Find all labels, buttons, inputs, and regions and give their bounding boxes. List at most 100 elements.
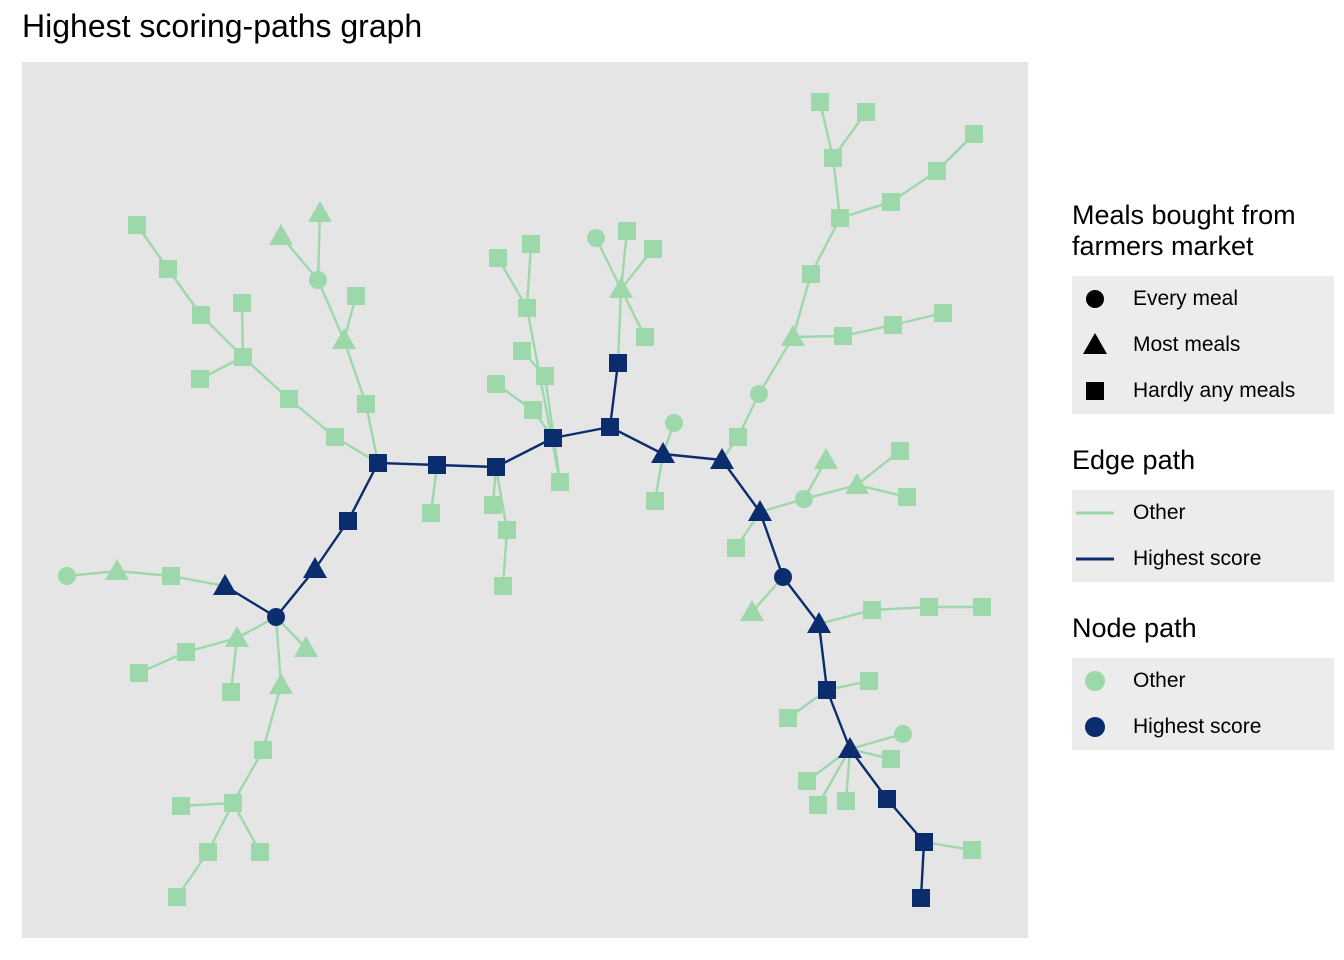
node-most-meals-other: [269, 224, 293, 245]
edge-other: [501, 528, 509, 588]
node-hardly-any-meals-other: [518, 299, 536, 317]
node-hardly-any-meals-other: [860, 672, 878, 690]
legend-item-hardly-any-meals: Hardly any meals: [1072, 368, 1334, 414]
node-every-meal-highest: [774, 568, 792, 586]
node-hardly-any-meals-other: [357, 395, 375, 413]
node-hardly-any-meals-other: [798, 772, 816, 790]
node-hardly-any-meals-highest: [818, 681, 836, 699]
node-most-meals-highest: [303, 557, 327, 578]
node-hardly-any-meals-other: [199, 843, 217, 861]
node-hardly-any-meals-other: [831, 209, 849, 227]
dot-icon: [1085, 717, 1105, 737]
legend-node-title: Node path: [1072, 613, 1197, 643]
legend-label: Other: [1133, 501, 1186, 524]
node-most-meals-other: [609, 277, 633, 298]
node-hardly-any-meals-other: [779, 709, 797, 727]
node-most-meals-other: [294, 636, 318, 657]
edge-highest: [919, 840, 926, 900]
edge-other: [791, 272, 813, 339]
node-hardly-any-meals-other: [834, 327, 852, 345]
node-hardly-any-meals-highest: [878, 790, 896, 808]
node-every-meal-other: [750, 385, 768, 403]
edge-highest: [758, 510, 785, 579]
edge-other: [757, 335, 795, 396]
edge-other: [342, 338, 368, 406]
node-hardly-any-meals-other: [224, 794, 242, 812]
line-icon: [1076, 557, 1114, 561]
node-every-meal-other: [587, 229, 605, 247]
node-hardly-any-meals-other: [884, 316, 902, 334]
node-hardly-any-meals-other: [973, 598, 991, 616]
node-every-meal-other: [894, 725, 912, 743]
edge-other: [261, 683, 283, 752]
node-hardly-any-meals-highest: [915, 833, 933, 851]
node-hardly-any-meals-other: [727, 539, 745, 557]
node-hardly-any-meals-other: [191, 370, 209, 388]
legend-item-node-highest: Highest score: [1072, 704, 1334, 750]
legend-shape: Meals bought from farmers market Every m…: [1072, 200, 1334, 419]
edge-other: [525, 242, 533, 310]
plot-panel: [22, 62, 1028, 938]
node-hardly-any-meals-other: [172, 797, 190, 815]
node-hardly-any-meals-other: [898, 488, 916, 506]
node-hardly-any-meals-highest: [544, 429, 562, 447]
legend-label: Highest score: [1133, 547, 1262, 570]
node-layer: [58, 93, 991, 907]
edge-other: [809, 216, 842, 276]
edge-other: [316, 278, 346, 342]
node-most-meals-highest: [748, 500, 772, 521]
edge-highest: [376, 461, 439, 467]
node-most-meals-highest: [710, 448, 734, 469]
legend-label: Most meals: [1133, 333, 1241, 356]
node-most-meals-highest: [807, 612, 831, 633]
node-most-meals-other: [105, 559, 129, 580]
edge-highest: [825, 688, 852, 751]
node-hardly-any-meals-highest: [601, 418, 619, 436]
node-hardly-any-meals-other: [484, 496, 502, 514]
node-hardly-any-meals-other: [233, 294, 251, 312]
node-most-meals-other: [332, 328, 356, 349]
node-hardly-any-meals-other: [891, 442, 909, 460]
edge-other: [525, 306, 562, 484]
node-hardly-any-meals-other: [636, 328, 654, 346]
node-hardly-any-meals-other: [159, 260, 177, 278]
legend-label: Every meal: [1133, 287, 1239, 310]
node-most-meals-highest: [838, 737, 862, 758]
node-every-meal-other: [665, 414, 683, 432]
node-hardly-any-meals-other: [280, 390, 298, 408]
circle-icon: [1086, 290, 1104, 308]
node-hardly-any-meals-other: [487, 375, 505, 393]
node-hardly-any-meals-highest: [339, 512, 357, 530]
legend-edge: Edge path Other Highest score: [1072, 445, 1334, 587]
edge-highest: [781, 575, 821, 626]
edge-highest: [346, 461, 380, 523]
node-hardly-any-meals-other: [234, 348, 252, 366]
node-hardly-any-meals-other: [934, 304, 952, 322]
node-hardly-any-meals-other: [489, 249, 507, 267]
legend-item-most-meals: Most meals: [1072, 322, 1334, 368]
node-hardly-any-meals-other: [192, 306, 210, 324]
node-hardly-any-meals-other: [837, 792, 855, 810]
node-hardly-any-meals-other: [646, 492, 664, 510]
node-hardly-any-meals-other: [551, 473, 569, 491]
square-icon: [1086, 382, 1104, 400]
node-hardly-any-meals-other: [524, 401, 542, 419]
edge-highest: [661, 452, 724, 462]
node-hardly-any-meals-other: [128, 216, 146, 234]
node-hardly-any-meals-other: [326, 428, 344, 446]
edge-other: [816, 747, 852, 807]
edge-other: [870, 605, 931, 612]
node-every-meal-other: [795, 490, 813, 508]
node-hardly-any-meals-other: [811, 93, 829, 111]
node-most-meals-other: [814, 448, 838, 469]
node-hardly-any-meals-highest: [609, 354, 627, 372]
node-hardly-any-meals-other: [222, 683, 240, 701]
legend-shape-title: Meals bought from farmers market: [1072, 200, 1296, 261]
page-title: Highest scoring-paths graph: [22, 8, 423, 44]
node-hardly-any-meals-other: [347, 287, 365, 305]
node-hardly-any-meals-other: [168, 888, 186, 906]
node-hardly-any-meals-other: [965, 125, 983, 143]
node-hardly-any-meals-other: [920, 598, 938, 616]
legend-node: Node path Other Highest score: [1072, 613, 1334, 755]
